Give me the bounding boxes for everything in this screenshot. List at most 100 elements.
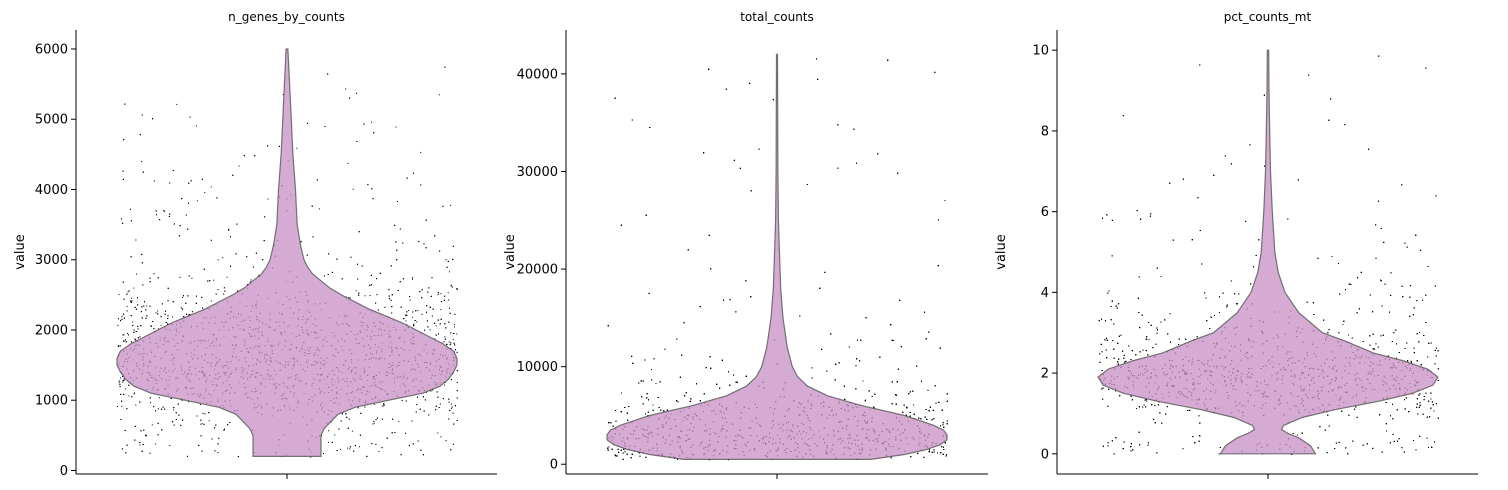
- data-point: [145, 309, 147, 311]
- data-point: [128, 290, 130, 292]
- data-point: [371, 121, 373, 123]
- data-point: [195, 125, 197, 127]
- data-point: [117, 346, 119, 347]
- data-point: [376, 278, 378, 280]
- data-point: [262, 259, 264, 261]
- data-point: [434, 235, 436, 237]
- data-point: [456, 397, 458, 399]
- data-point: [452, 245, 454, 247]
- data-point: [454, 324, 455, 325]
- data-point: [318, 208, 320, 210]
- data-point: [449, 307, 450, 309]
- data-point: [223, 429, 225, 431]
- data-point: [196, 415, 198, 417]
- data-point: [375, 443, 377, 445]
- data-point: [133, 329, 135, 331]
- data-point: [340, 448, 341, 450]
- data-point: [118, 345, 120, 347]
- data-point: [167, 323, 169, 325]
- data-point: [394, 224, 396, 226]
- data-point: [146, 315, 148, 317]
- data-point: [381, 418, 383, 420]
- data-point: [391, 432, 393, 434]
- data-point: [183, 295, 184, 297]
- data-point: [203, 423, 205, 425]
- data-point: [161, 408, 163, 410]
- data-point: [156, 214, 157, 216]
- data-point: [140, 311, 142, 313]
- data-point: [126, 293, 128, 295]
- data-point: [306, 254, 308, 256]
- data-point: [121, 448, 123, 450]
- data-point: [328, 441, 330, 443]
- data-point: [349, 297, 351, 299]
- data-point: [201, 178, 203, 180]
- data-point: [249, 281, 251, 283]
- data-point: [201, 450, 203, 452]
- data-point: [130, 208, 131, 210]
- data-point: [444, 338, 446, 340]
- data-point: [188, 314, 190, 316]
- data-point: [370, 274, 372, 276]
- data-point: [131, 297, 132, 299]
- data-point: [141, 306, 143, 308]
- data-point: [145, 317, 147, 319]
- data-point: [429, 329, 431, 331]
- data-point: [456, 390, 458, 392]
- data-point: [356, 141, 358, 142]
- data-point: [413, 323, 415, 325]
- data-point: [141, 450, 143, 452]
- data-point: [448, 299, 450, 301]
- data-point: [226, 276, 228, 278]
- data-point: [198, 444, 200, 446]
- data-point: [435, 325, 437, 327]
- data-point: [169, 213, 171, 215]
- data-point: [150, 402, 151, 404]
- data-point: [388, 298, 390, 300]
- data-point: [228, 229, 230, 231]
- data-point: [158, 397, 160, 399]
- data-point: [151, 325, 153, 327]
- data-point: [149, 452, 151, 454]
- data-point: [383, 403, 385, 405]
- data-point: [230, 265, 231, 267]
- data-point: [196, 295, 197, 297]
- data-point: [164, 211, 166, 213]
- data-point: [118, 318, 119, 320]
- data-point: [420, 184, 422, 186]
- data-point: [364, 295, 366, 297]
- y-tick-label: 4000: [35, 183, 68, 198]
- data-point: [122, 170, 124, 172]
- data-point: [133, 287, 135, 289]
- data-point: [395, 241, 397, 243]
- data-point: [155, 210, 157, 212]
- data-point: [453, 423, 455, 425]
- data-point: [369, 295, 371, 296]
- data-point: [412, 443, 414, 445]
- data-point: [448, 321, 450, 323]
- data-point: [427, 326, 429, 328]
- data-point: [172, 170, 174, 171]
- data-point: [432, 389, 434, 391]
- data-point: [191, 311, 193, 313]
- data-point: [169, 182, 171, 184]
- data-point: [311, 205, 313, 207]
- y-tick-label: 2000: [35, 323, 68, 338]
- data-point: [453, 443, 454, 445]
- data-point: [157, 277, 159, 279]
- data-point: [408, 310, 409, 311]
- data-point: [123, 317, 125, 319]
- data-point: [153, 328, 155, 330]
- data-point: [217, 452, 219, 453]
- data-point: [422, 454, 424, 456]
- data-point: [336, 450, 338, 451]
- data-point: [161, 429, 163, 431]
- data-point: [134, 392, 135, 394]
- data-point: [157, 310, 159, 312]
- data-point: [347, 163, 349, 164]
- data-point: [133, 331, 135, 333]
- data-point: [413, 172, 414, 174]
- data-point: [437, 432, 439, 434]
- data-point: [120, 320, 121, 322]
- data-point: [137, 304, 139, 306]
